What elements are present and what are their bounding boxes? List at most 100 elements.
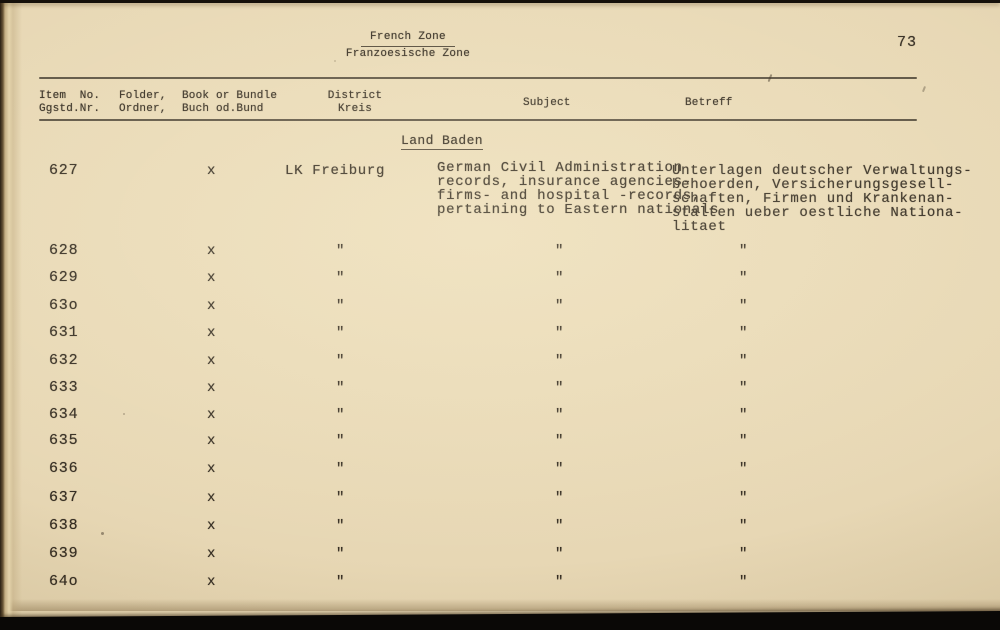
book-bundle-mark: x: [207, 243, 217, 259]
subject-ditto: ": [555, 353, 565, 369]
paper-bottom-shade: [4, 599, 1000, 611]
district-ditto: ": [336, 433, 346, 449]
table-row: 635 x " " ": [4, 433, 1000, 450]
betreff-ditto: ": [739, 353, 749, 369]
district-ditto: ": [336, 461, 346, 477]
page-subtitle: Franzoesische Zone: [345, 48, 471, 60]
column-header-betreff: Betreff: [685, 97, 733, 109]
item-number: 636: [49, 460, 79, 477]
district-ditto: ": [336, 325, 346, 341]
page-title-block: French Zone Franzoesische Zone: [342, 30, 474, 62]
item-number: 63o: [49, 297, 79, 314]
table-row: 64o x " " ": [4, 573, 1000, 591]
column-header-book-bundle: Book or Bundle Buch od.Bund: [182, 90, 278, 115]
district-ditto: ": [336, 243, 346, 259]
section-heading: Land Baden: [401, 133, 484, 150]
item-number: 634: [49, 406, 79, 423]
table-top-rule: [39, 77, 917, 79]
item-number: 631: [49, 324, 79, 341]
paper-sheet: French Zone Franzoesische Zone 73 Item N…: [4, 3, 1000, 620]
book-bundle-mark: x: [207, 407, 217, 423]
page-title: French Zone: [361, 30, 455, 47]
subject-ditto: ": [555, 433, 565, 449]
betreff-ditto: ": [739, 325, 749, 341]
table-row: 634 x " " ": [4, 406, 1000, 424]
district-ditto: ": [336, 574, 346, 590]
subject-ditto: ": [555, 407, 565, 423]
item-number: 632: [49, 352, 79, 369]
district-ditto: ": [336, 546, 346, 562]
betreff-ditto: ": [739, 270, 749, 286]
table-row: 631 x " " ": [4, 324, 1000, 342]
district-ditto: ": [336, 298, 346, 314]
page-number: 73: [897, 34, 918, 51]
table-row: 639 x " " ": [4, 545, 1000, 563]
subject-ditto: ": [555, 518, 565, 534]
betreff-ditto: ": [739, 461, 749, 477]
district-ditto: ": [336, 407, 346, 423]
book-bundle-mark: x: [207, 433, 217, 449]
book-bundle-mark: x: [207, 325, 217, 341]
book-bundle-mark: x: [207, 490, 217, 506]
item-number: 629: [49, 269, 79, 286]
table-row: 638 x " " ": [4, 517, 1000, 535]
paper-speck: [123, 413, 125, 415]
item-number: 627: [49, 162, 79, 179]
subject-ditto: ": [555, 546, 565, 562]
table-header-rule: [39, 119, 917, 121]
book-bundle-mark: x: [207, 546, 217, 562]
table-row: 636 x " " ": [4, 460, 1000, 478]
district-ditto: ": [336, 518, 346, 534]
column-header-item-no: Item No. Ggstd.Nr.: [39, 90, 101, 115]
district-ditto: ": [336, 490, 346, 506]
betreff-ditto: ": [739, 546, 749, 562]
book-bundle-mark: x: [207, 461, 217, 477]
table-row: 628 x " " ": [4, 242, 1000, 260]
item-number: 628: [49, 242, 79, 259]
table-row: 627 x LK Freiburg German Civil Administr…: [4, 160, 1000, 234]
paper-speck: [921, 85, 926, 93]
book-bundle-mark: x: [207, 298, 217, 314]
betreff-ditto: ": [739, 380, 749, 396]
subject-ditto: ": [555, 270, 565, 286]
subject-ditto: ": [555, 380, 565, 396]
book-bundle-mark: x: [207, 574, 217, 590]
betreff-ditto: ": [739, 298, 749, 314]
subject-ditto: ": [555, 298, 565, 314]
table-row: 632 x " " ": [4, 352, 1000, 370]
book-bundle-mark: x: [207, 518, 217, 534]
district-ditto: ": [336, 270, 346, 286]
betreff-ditto: ": [739, 490, 749, 506]
subject-cell: German Civil Administration records, ins…: [437, 160, 720, 218]
table-row: 637 x " " ": [4, 489, 1000, 507]
table-row: 63o x " " ": [4, 297, 1000, 315]
table-row: 633 x " " ": [4, 379, 1000, 397]
betreff-cell: Unterlagen deutscher Verwaltungs- behoer…: [672, 163, 973, 235]
subject-ditto: ": [555, 325, 565, 341]
betreff-ditto: ": [739, 243, 749, 259]
item-number: 637: [49, 489, 79, 506]
column-header-district: District Kreis: [327, 90, 383, 115]
betreff-ditto: ": [739, 433, 749, 449]
district-cell: LK Freiburg: [285, 163, 386, 179]
book-bundle-mark: x: [207, 163, 217, 179]
item-number: 639: [49, 545, 79, 562]
book-bundle-mark: x: [207, 270, 217, 286]
item-number: 633: [49, 379, 79, 396]
item-number: 64o: [49, 573, 79, 590]
scan-edge-top: [0, 0, 1000, 3]
table-row: 629 x " " ": [4, 269, 1000, 287]
column-header-folder: Folder, Ordner,: [119, 90, 167, 115]
subject-ditto: ": [555, 461, 565, 477]
paper-speck: [334, 60, 336, 62]
book-bundle-mark: x: [207, 353, 217, 369]
book-bundle-mark: x: [207, 380, 217, 396]
subject-ditto: ": [555, 243, 565, 259]
subject-ditto: ": [555, 574, 565, 590]
item-number: 638: [49, 517, 79, 534]
subject-ditto: ": [555, 490, 565, 506]
betreff-ditto: ": [739, 574, 749, 590]
betreff-ditto: ": [739, 407, 749, 423]
district-ditto: ": [336, 353, 346, 369]
